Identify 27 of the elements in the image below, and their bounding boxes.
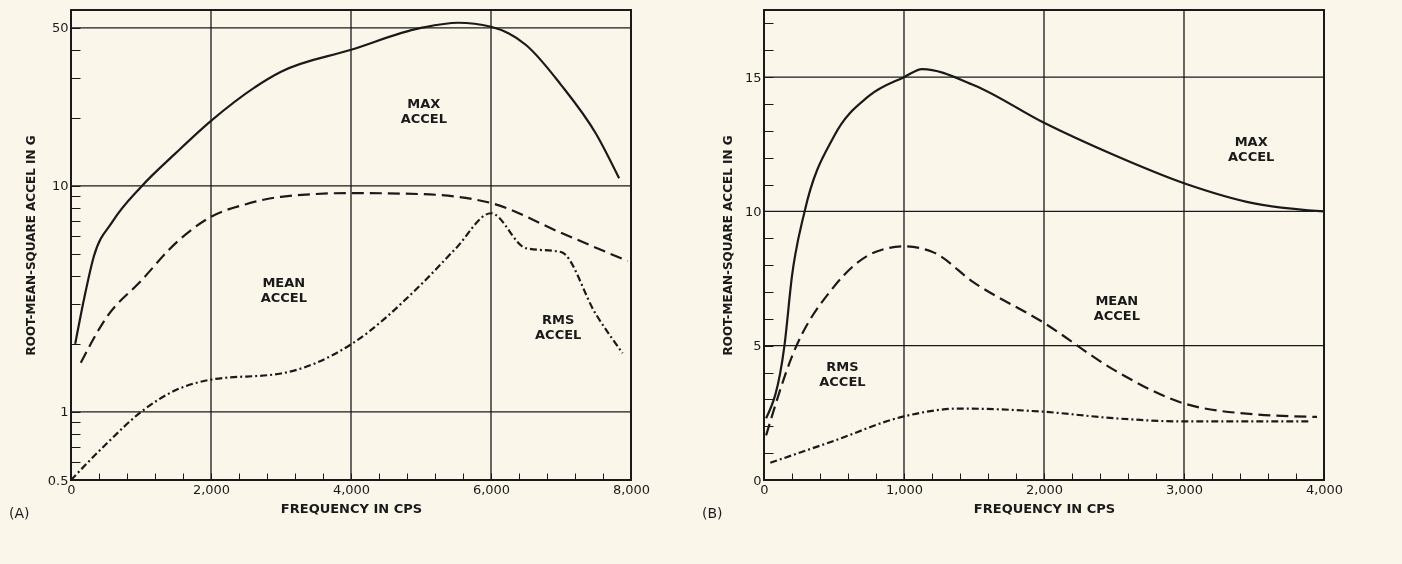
annotation: MAX ACCEL xyxy=(1228,133,1275,164)
y-axis-title: ROOT-MEAN-SQUARE ACCEL IN G xyxy=(720,135,735,356)
text: (A) xyxy=(9,505,30,521)
annotation: MEAN ACCEL xyxy=(260,274,307,305)
y-tick-label: 1 xyxy=(60,404,69,420)
y-axis-title: ROOT-MEAN-SQUARE ACCEL IN G xyxy=(23,135,38,356)
annotation: MAX ACCEL xyxy=(400,96,447,126)
y-tick-label: 50 xyxy=(51,20,69,36)
y-tick-label: 10 xyxy=(51,178,69,194)
x-tick-label: 6,000 xyxy=(472,481,511,497)
y-tick-label: 5 xyxy=(753,338,762,354)
x-tick-label: 1,000 xyxy=(885,481,924,497)
annotation: MEAN ACCEL xyxy=(1093,293,1140,324)
x-tick-label: 8,000 xyxy=(612,481,651,497)
text: (B) xyxy=(702,505,723,521)
x-axis-title: FREQUENCY IN CPS xyxy=(973,500,1116,516)
x-tick-label: 3,000 xyxy=(1165,481,1204,497)
x-tick-label: 4,000 xyxy=(1305,481,1344,497)
x-tick-label: 2,000 xyxy=(1025,481,1064,497)
y-tick-label: 15 xyxy=(744,69,762,85)
y-tick-label: 10 xyxy=(744,203,762,219)
annotation: RMS ACCEL xyxy=(819,359,866,390)
annotation: RMS ACCEL xyxy=(535,312,582,343)
y-tick-label: 0.5 xyxy=(47,472,69,488)
x-tick-label: 2,000 xyxy=(192,481,231,497)
x-tick-label: 4,000 xyxy=(332,481,371,497)
x-axis-title: FREQUENCY IN CPS xyxy=(280,500,423,516)
